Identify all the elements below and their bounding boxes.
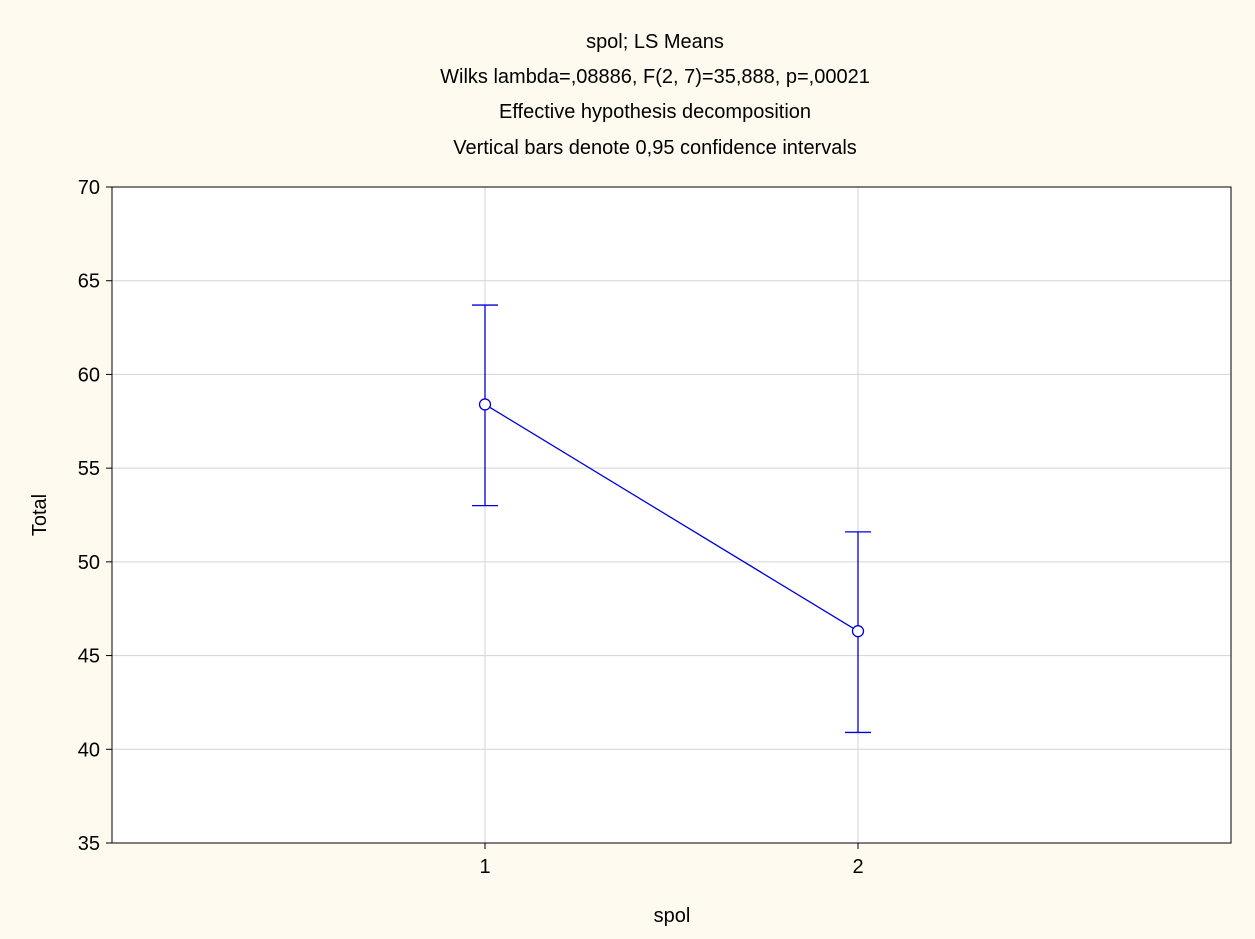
chart-title: spol; LS Means Wilks lambda=,08886, F(2,…: [440, 31, 870, 159]
y-tick-label: 70: [78, 177, 100, 199]
y-tick-label: 55: [78, 458, 100, 480]
plot-area: [112, 187, 1231, 843]
x-tick-label: 2: [852, 856, 863, 878]
x-tick-label: 1: [479, 856, 490, 878]
title-line-1: spol; LS Means: [586, 31, 724, 53]
x-axis-label: spol: [654, 905, 691, 927]
y-tick-label: 35: [78, 833, 100, 855]
plot-frame: [111, 186, 1232, 844]
y-tick-label: 60: [78, 364, 100, 386]
y-tick-label: 45: [78, 646, 100, 668]
y-tick-label: 50: [78, 552, 100, 574]
y-axis-ticks: 35 40 45 50 55 60 65 70: [78, 177, 112, 855]
y-tick-label: 40: [78, 739, 100, 761]
title-line-2: Wilks lambda=,08886, F(2, 7)=35,888, p=,…: [440, 66, 870, 88]
series-layer: [472, 304, 871, 734]
data-point: [851, 625, 865, 638]
y-tick-label: 65: [78, 271, 100, 293]
data-point: [478, 398, 492, 411]
title-line-4: Vertical bars denote 0,95 confidence int…: [453, 137, 857, 159]
series-line: [484, 403, 859, 632]
title-line-3: Effective hypothesis decomposition: [499, 101, 811, 123]
y-axis-label: Total: [29, 494, 51, 536]
grid-lines: [112, 187, 1231, 843]
